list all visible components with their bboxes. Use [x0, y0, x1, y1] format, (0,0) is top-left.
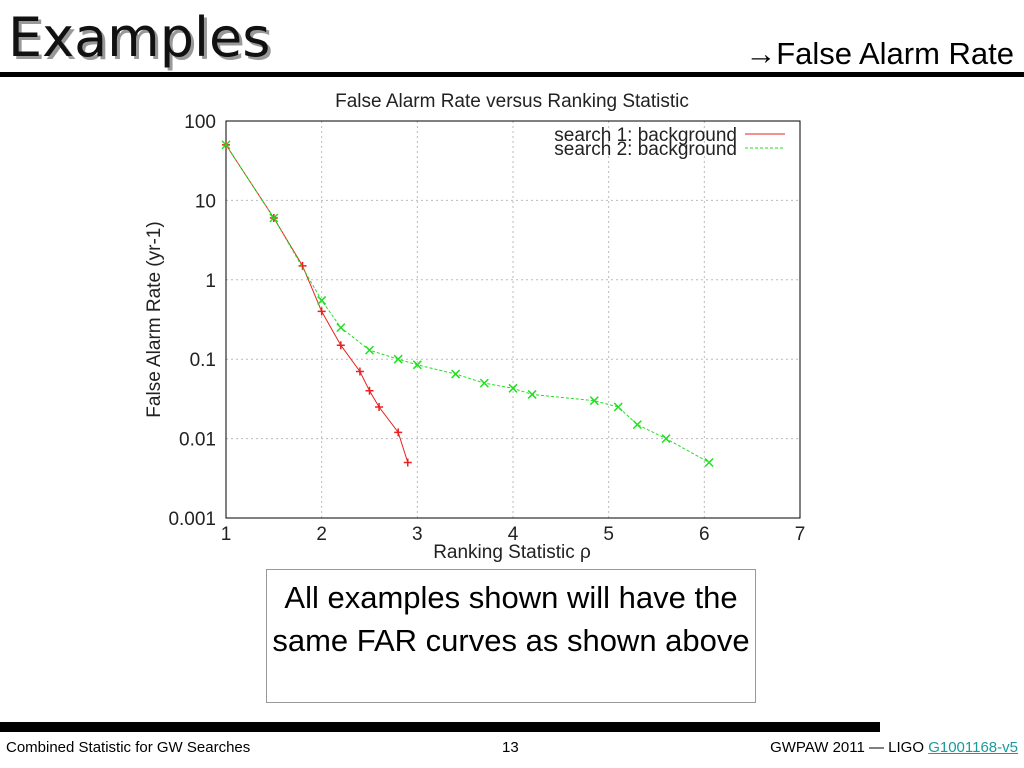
data-point — [527, 389, 537, 399]
data-point — [479, 378, 489, 388]
y-tick-label: 0.001 — [168, 509, 216, 530]
page-number: 13 — [502, 739, 519, 756]
y-tick-label: 100 — [184, 112, 216, 133]
data-point — [365, 386, 374, 395]
slide-subtitle: →False Alarm Rate — [745, 36, 1014, 71]
series-line — [225, 144, 409, 463]
data-point — [394, 428, 403, 437]
x-tick-label: 5 — [603, 524, 614, 545]
x-tick-label: 2 — [316, 524, 327, 545]
x-tick-label: 3 — [412, 524, 423, 545]
y-tick-label: 10 — [195, 191, 216, 212]
slide-title: Examples — [8, 6, 271, 69]
chart-title: False Alarm Rate versus Ranking Statisti… — [335, 91, 689, 112]
x-tick-label: 7 — [795, 524, 806, 545]
y-axis-label: False Alarm Rate (yr-1) — [144, 221, 165, 417]
data-point — [317, 307, 326, 316]
footer-left: Combined Statistic for GW Searches — [6, 739, 251, 756]
x-tick-label: 1 — [221, 524, 232, 545]
data-point — [661, 434, 671, 444]
data-point — [336, 341, 345, 350]
plot-frame — [225, 120, 801, 519]
y-tick-label: 0.1 — [190, 350, 216, 371]
data-point — [336, 323, 346, 333]
data-point — [355, 367, 364, 376]
x-tick-label: 6 — [699, 524, 710, 545]
data-point — [298, 261, 307, 270]
data-point — [589, 396, 599, 406]
y-tick-label: 1 — [205, 271, 216, 292]
title-rule — [0, 72, 1024, 77]
data-point — [451, 369, 461, 379]
data-point — [704, 457, 714, 468]
footer-right: GWPAW 2011 — LIGO G1001168-v5 — [770, 739, 1018, 756]
data-point — [508, 383, 518, 393]
footer-rule — [0, 722, 880, 732]
footer-text: GWPAW 2011 — LIGO — [770, 739, 925, 756]
data-point — [613, 402, 623, 412]
data-point — [393, 354, 403, 364]
data-point — [403, 458, 412, 467]
data-point — [317, 295, 327, 305]
note-box: All examples shown will have the same FA… — [266, 569, 756, 703]
x-tick-label: 4 — [508, 524, 519, 545]
x-axis-label: Ranking Statistic ρ — [433, 542, 591, 563]
data-point — [364, 345, 375, 355]
data-point — [221, 140, 231, 150]
legend-label: search 1: background — [554, 125, 737, 146]
data-point — [412, 360, 422, 370]
legend-label: search 2: background — [554, 139, 737, 160]
series-line — [225, 144, 710, 463]
data-point — [375, 403, 384, 412]
data-point — [632, 420, 642, 430]
footer-link[interactable]: G1001168-v5 — [928, 739, 1018, 756]
data-point — [269, 213, 279, 223]
y-tick-label: 0.01 — [179, 430, 216, 451]
